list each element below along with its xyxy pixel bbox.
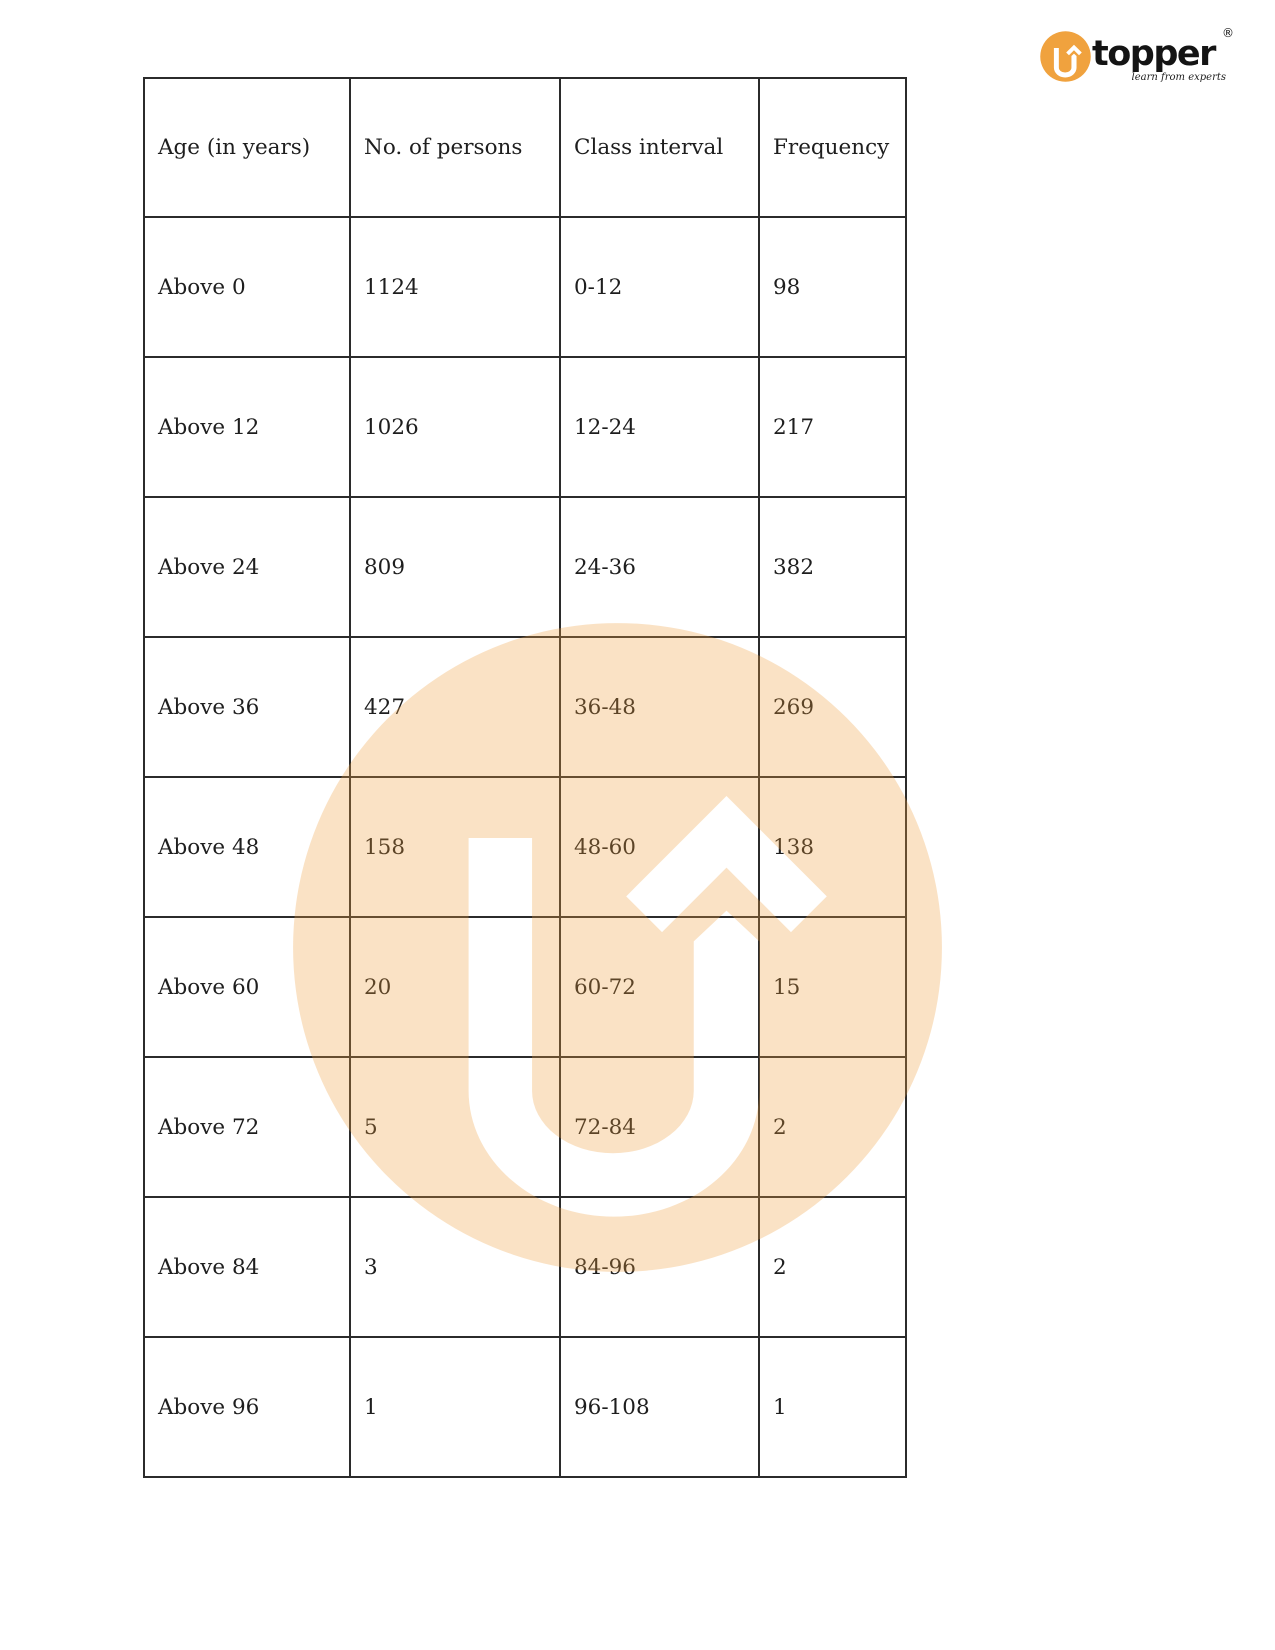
table-cell: 20	[349, 916, 561, 1058]
table-cell: Above 60	[143, 916, 351, 1058]
table-header-cell: Age (in years)	[143, 77, 351, 218]
table-row: Above 48 158 48-60 138	[143, 776, 907, 918]
table-cell: 1124	[349, 216, 561, 358]
frequency-table: Age (in years) No. of persons Class inte…	[143, 77, 907, 1478]
table-cell: 98	[758, 216, 907, 358]
table-cell: 60-72	[559, 916, 760, 1058]
table-cell: Above 36	[143, 636, 351, 778]
table-header-cell: No. of persons	[349, 77, 561, 218]
table-cell: 84-96	[559, 1196, 760, 1338]
table-header-cell: Class interval	[559, 77, 760, 218]
table-row: Above 0 1124 0-12 98	[143, 216, 907, 358]
table-cell: 427	[349, 636, 561, 778]
table-cell: 48-60	[559, 776, 760, 918]
table-cell: 217	[758, 356, 907, 498]
table-cell: 158	[349, 776, 561, 918]
table-row: Above 84 3 84-96 2	[143, 1196, 907, 1338]
brand-name: topper	[1092, 34, 1216, 74]
table-cell: Above 12	[143, 356, 351, 498]
table-cell: 269	[758, 636, 907, 778]
table-cell: 382	[758, 496, 907, 638]
topper-logo-icon	[1040, 31, 1091, 82]
table-cell: 3	[349, 1196, 561, 1338]
table-cell: Above 48	[143, 776, 351, 918]
registered-mark: ®	[1222, 26, 1234, 40]
table-cell: Above 84	[143, 1196, 351, 1338]
table-cell: 2	[758, 1196, 907, 1338]
table-row: Above 36 427 36-48 269	[143, 636, 907, 778]
table-header-cell: Frequency	[758, 77, 907, 218]
brand-tagline: learn from experts	[1131, 72, 1226, 83]
table-cell: Above 96	[143, 1336, 351, 1478]
table-cell: 72-84	[559, 1056, 760, 1198]
table-cell: 36-48	[559, 636, 760, 778]
table-cell: 809	[349, 496, 561, 638]
table-row: Above 60 20 60-72 15	[143, 916, 907, 1058]
table-row: Above 96 1 96-108 1	[143, 1336, 907, 1478]
table-cell: 138	[758, 776, 907, 918]
table-cell: 1	[349, 1336, 561, 1478]
table-cell: 1026	[349, 356, 561, 498]
table-cell: 0-12	[559, 216, 760, 358]
table-cell: 24-36	[559, 496, 760, 638]
table-cell: 15	[758, 916, 907, 1058]
table-row: Above 24 809 24-36 382	[143, 496, 907, 638]
table-cell: 12-24	[559, 356, 760, 498]
table-cell: 96-108	[559, 1336, 760, 1478]
table-cell: 5	[349, 1056, 561, 1198]
table-row: Above 12 1026 12-24 217	[143, 356, 907, 498]
table-cell: 1	[758, 1336, 907, 1478]
table-cell: 2	[758, 1056, 907, 1198]
table-cell: Above 72	[143, 1056, 351, 1198]
table-cell: Above 0	[143, 216, 351, 358]
table-cell: Above 24	[143, 496, 351, 638]
table-row: Above 72 5 72-84 2	[143, 1056, 907, 1198]
table-header-row: Age (in years) No. of persons Class inte…	[143, 77, 907, 218]
